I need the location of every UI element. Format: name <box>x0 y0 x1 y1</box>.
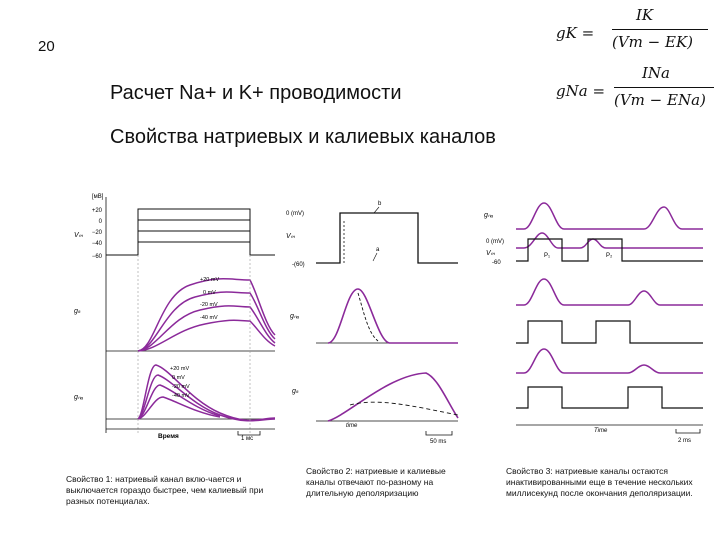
caption-property-1: Свойство 1: натриевый канал вклю-чается … <box>66 474 264 506</box>
formula-gk-denominator: (Vm − EK) <box>612 33 694 51</box>
curve-label: 0 mV <box>203 290 216 296</box>
unit-label: [мВ] <box>92 194 104 200</box>
formula-gk-lhs: gK = <box>556 24 595 42</box>
voltage-steps <box>106 208 275 256</box>
curve-label: -40 mV <box>172 393 190 399</box>
formula-gna: gNa = INa (Vm − ENa) <box>556 64 716 116</box>
formula-gna-lhs: gNa = <box>556 82 606 100</box>
time-label: Time <box>594 428 608 434</box>
gna-label: gₙₐ <box>74 394 84 401</box>
voltage-tick: −40 <box>92 241 103 247</box>
formula-gk: gK = IK (Vm − EK) <box>556 6 716 56</box>
gk-curve-labels: +20 mV 0 mV -20 mV -40 mV <box>200 277 219 321</box>
vm-label: Vₘ <box>286 233 296 240</box>
curve-label: -40 mV <box>200 315 218 321</box>
scale-bar <box>237 431 261 436</box>
voltage-tick: 0 <box>99 219 103 225</box>
scale-bar-label: 1 мс <box>241 436 253 442</box>
curve-label: -20 mV <box>172 384 190 390</box>
caption-property-2: Свойство 2: натриевые и калиевые каналы … <box>306 466 446 498</box>
gna-traces <box>516 202 703 374</box>
time-label: time <box>346 423 358 429</box>
voltage-step <box>316 212 458 264</box>
scale-bar-label: 50 ms <box>430 439 446 445</box>
fraction-bar <box>614 87 714 88</box>
pulse-p2: P₂ <box>606 253 613 259</box>
figure-3-inactivation-recovery: gₙₐ 0 (mV) Vₘ -60 P₁ P₂ Time 2 ms <box>484 202 703 444</box>
vm-label: Vₘ <box>74 232 84 239</box>
tick-0: 0 (mV) <box>486 239 504 245</box>
voltage-tick: −60 <box>92 254 103 260</box>
voltage-tick: +20 <box>92 208 103 214</box>
figure-1-sodium-vs-potassium-kinetics: [мВ] +20 0 −20 −40 −60 Vₘ gₖ +20 mV 0 mV… <box>74 194 276 442</box>
gk-dashed-trace <box>349 401 459 416</box>
marker-b: b <box>378 201 382 207</box>
gna-label: gₙₐ <box>290 313 300 320</box>
fraction-bar <box>612 29 708 30</box>
gna-label: gₙₐ <box>484 212 494 219</box>
pulse-p1: P₁ <box>544 253 550 259</box>
gk-trace <box>327 372 459 422</box>
tick-neg: -60 <box>492 260 501 266</box>
time-axis-label: Время <box>158 433 179 440</box>
voltage-tick: −20 <box>92 230 103 236</box>
caption-property-3: Свойство 3: натриевые каналы остаются ин… <box>506 466 693 498</box>
guide-lines <box>137 255 251 433</box>
gk-label: gₖ <box>74 308 82 315</box>
scale-bar <box>675 429 701 434</box>
gna-dashed-trace <box>357 292 379 342</box>
top-tick: 0 (mV) <box>286 211 304 217</box>
figure-2-long-depolarization: 0 (mV) Vₘ -(60) b a gₙₐ gₖ time 50 ms <box>286 201 459 445</box>
marker-a-pointer <box>372 252 378 262</box>
curve-label: +20 mV <box>170 366 189 372</box>
gna-traces <box>137 364 276 422</box>
voltage-pulses <box>516 238 703 262</box>
vm-label: Vₘ <box>486 250 496 257</box>
slide-title: Расчет Na+ и K+ проводимости <box>110 82 402 104</box>
scale-bar <box>425 431 453 436</box>
bottom-tick: -(60) <box>292 262 305 268</box>
formula-gna-denominator: (Vm − ENa) <box>614 91 706 109</box>
slide-subtitle: Свойства натриевых и калиевых каналов <box>110 126 496 148</box>
marker-b-pointer <box>373 206 380 214</box>
formula-gk-numerator: IK <box>636 6 654 24</box>
gna-curve-labels: +20 mV 0 mV -20 mV -40 mV <box>170 366 190 399</box>
curve-label: 0 mV <box>172 375 185 381</box>
curve-label: +20 mV <box>200 277 219 283</box>
marker-a: a <box>376 247 380 253</box>
gna-trace <box>327 288 458 344</box>
gk-traces <box>137 278 276 352</box>
curve-label: -20 mV <box>200 302 218 308</box>
gk-label: gₖ <box>292 388 300 395</box>
formula-gna-numerator: INa <box>642 64 670 82</box>
protocol-pulses <box>516 320 703 409</box>
slide-number: 20 <box>38 38 55 55</box>
scale-bar-label: 2 ms <box>678 438 691 444</box>
